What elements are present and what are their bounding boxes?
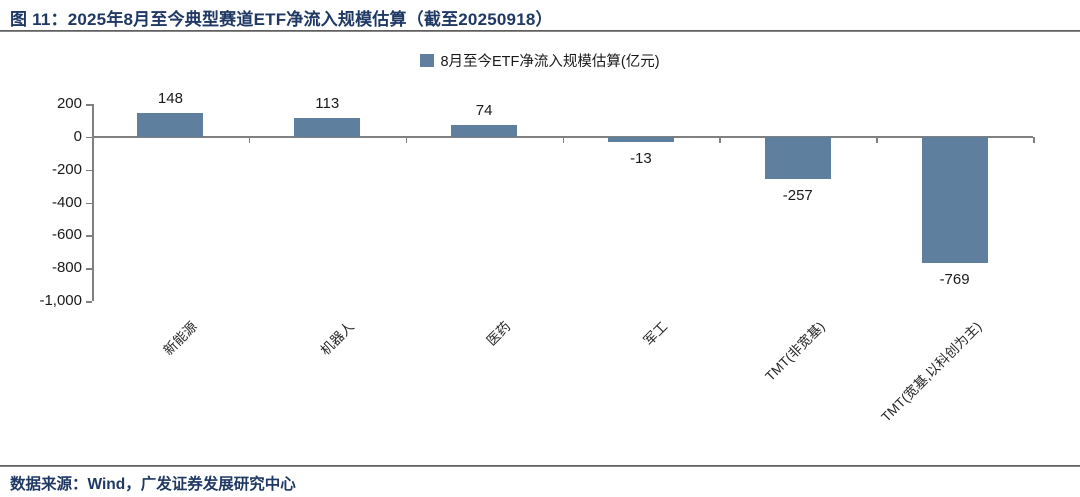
bar <box>451 124 518 137</box>
y-axis-tick-label: -200 <box>51 160 82 178</box>
x-axis-category-label: TMT(非宽基) <box>761 318 828 385</box>
y-axis-tick <box>86 136 92 139</box>
bar-value-label: 74 <box>475 101 493 119</box>
x-axis-category-label: TMT(宽基,以科创为主) <box>877 318 985 425</box>
y-axis-tick-label: -600 <box>51 226 82 244</box>
y-axis-tick <box>86 235 92 237</box>
x-axis-tick <box>1033 136 1035 143</box>
bar <box>137 112 204 137</box>
data-source-note: 数据来源：Wind，广发证券发展研究中心 <box>10 476 296 493</box>
y-axis-tick <box>86 268 92 270</box>
bar <box>764 136 831 180</box>
y-axis-tick <box>86 301 92 303</box>
bar <box>921 136 988 264</box>
y-axis-line <box>92 104 94 301</box>
bar <box>294 118 361 137</box>
figure-title: 图 11：2025年8月至今典型赛道ETF净流入规模估算（截至20250918） <box>10 10 553 29</box>
x-axis-tick <box>719 136 721 143</box>
y-axis-tick <box>86 169 92 172</box>
bar-value-label: -769 <box>939 271 970 289</box>
bar-value-label: 148 <box>157 89 183 107</box>
x-axis-tick <box>562 136 564 143</box>
y-axis-tick-label: -800 <box>51 259 82 277</box>
y-axis-tick-label: 0 <box>73 127 82 145</box>
x-axis-tick <box>405 136 408 143</box>
y-axis-tick-label: -400 <box>51 193 82 211</box>
source-divider <box>0 465 1080 467</box>
x-axis-category-label: 医药 <box>483 318 514 349</box>
bar <box>607 136 674 142</box>
x-axis-category-label: 新能源 <box>160 318 200 359</box>
legend-label: 8月至今ETF净流入规模估算(亿元) <box>440 54 660 70</box>
bar-value-label: 113 <box>315 95 340 113</box>
y-axis-tick <box>86 202 92 204</box>
y-axis-tick-label: 200 <box>56 95 82 112</box>
bar-value-label: -257 <box>782 187 813 205</box>
y-axis-tick-label: -1,000 <box>39 292 82 309</box>
title-divider <box>0 30 1080 32</box>
x-axis-tick <box>248 136 251 143</box>
legend-swatch-icon <box>420 54 435 67</box>
x-axis-category-label: 机器人 <box>317 318 357 359</box>
bar-value-label: -13 <box>630 149 652 167</box>
chart-legend: 8月至今ETF净流入规模估算(亿元) <box>0 50 1080 71</box>
y-axis-tick <box>86 104 92 106</box>
x-axis-tick <box>876 136 878 143</box>
x-axis-category-label: 军工 <box>640 318 671 349</box>
